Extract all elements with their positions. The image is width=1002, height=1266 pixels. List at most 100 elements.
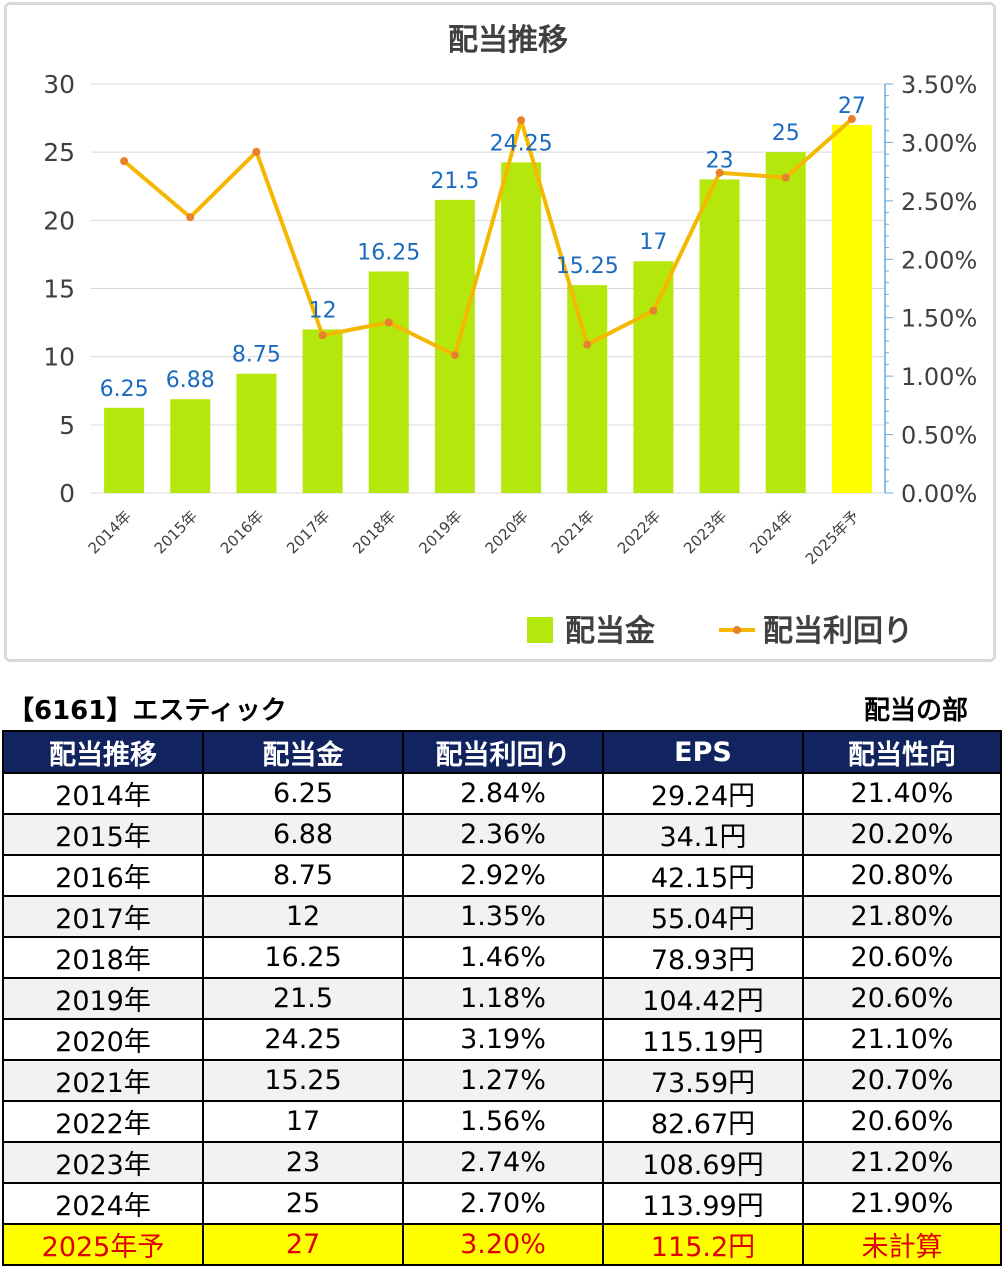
cell-payout: 20.60%	[802, 936, 1002, 979]
yield-marker	[318, 331, 327, 340]
cell-yield: 2.74%	[402, 1141, 604, 1184]
cell-eps: 115.2円	[602, 1223, 804, 1266]
cell-payout: 20.80%	[802, 854, 1002, 897]
table-row: 2021年 15.25 1.27% 73.59円 20.70%	[2, 1059, 1002, 1102]
bar-data-label: 27	[838, 94, 866, 119]
bar-data-label: 6.88	[166, 368, 215, 393]
yield-marker	[252, 147, 261, 156]
header-dividend: 配当金	[202, 730, 404, 774]
section-caption: 配当の部	[863, 696, 968, 726]
bar-data-label: 17	[639, 230, 667, 255]
cell-eps: 34.1円	[602, 813, 804, 856]
y2-tick-label: 1.00%	[901, 363, 977, 391]
cell-year: 2018年	[2, 936, 204, 979]
table-header-row: 配当推移 配当金 配当利回り EPS 配当性向	[2, 730, 1002, 774]
cell-eps: 78.93円	[602, 936, 804, 979]
bar	[236, 373, 277, 493]
table-body: 2014年 6.25 2.84% 29.24円 21.40% 2015年 6.88 2.36%…	[2, 772, 1002, 1266]
y-tick-label: 0	[59, 479, 75, 508]
table-row: 2020年 24.25 3.19% 115.19円 21.10%	[2, 1018, 1002, 1061]
x-tick-label: 2014年	[85, 507, 135, 557]
header-eps: EPS	[602, 730, 804, 774]
bar	[831, 124, 872, 494]
cell-eps: 113.99円	[602, 1182, 804, 1225]
table-row: 2022年 17 1.56% 82.67円 20.60%	[2, 1100, 1002, 1143]
yield-marker	[517, 116, 526, 125]
y-tick-label: 10	[43, 343, 75, 372]
cell-dividend: 23	[202, 1141, 404, 1184]
y-tick-label: 15	[43, 275, 75, 304]
x-tick-label: 2016年	[217, 507, 267, 557]
cell-dividend: 6.25	[202, 772, 404, 815]
cell-yield: 1.27%	[402, 1059, 604, 1102]
x-tick-label: 2018年	[349, 507, 399, 557]
company-caption: 【6161】エスティック	[8, 696, 287, 726]
cell-eps: 104.42円	[602, 977, 804, 1020]
cell-yield: 1.35%	[402, 895, 604, 938]
cell-year: 2016年	[2, 854, 204, 897]
yield-marker	[715, 168, 724, 177]
dividend-table: 配当推移 配当金 配当利回り EPS 配当性向 2014年 6.25 2.84% 29…	[2, 730, 1002, 1266]
y-tick-label: 25	[43, 138, 75, 167]
cell-yield: 2.84%	[402, 772, 604, 815]
x-tick-label: 2022年	[614, 507, 664, 557]
table-row: 2017年 12 1.35% 55.04円 21.80%	[2, 895, 1002, 938]
cell-dividend: 24.25	[202, 1018, 404, 1061]
legend-label-bar: 配当金	[565, 614, 656, 649]
x-tick-label: 2019年	[415, 507, 465, 557]
header-payout: 配当性向	[802, 730, 1002, 774]
y-tick-label: 30	[43, 70, 75, 99]
bar	[104, 407, 145, 493]
chart-title: 配当推移	[448, 23, 568, 58]
cell-yield: 2.36%	[402, 813, 604, 856]
cell-payout: 20.60%	[802, 977, 1002, 1020]
bar	[302, 329, 343, 493]
table-row: 2025年予 27 3.20% 115.2円 未計算	[2, 1223, 1002, 1266]
cell-dividend: 8.75	[202, 854, 404, 897]
x-tick-label: 2020年	[482, 507, 532, 557]
bar-data-label: 16.25	[357, 240, 420, 265]
table-row: 2015年 6.88 2.36% 34.1円 20.20%	[2, 813, 1002, 856]
x-tick-label: 2021年	[548, 507, 598, 557]
y-tick-label: 5	[59, 411, 75, 440]
cell-payout: 21.20%	[802, 1141, 1002, 1184]
bar	[765, 152, 806, 493]
yield-marker	[649, 306, 658, 315]
x-tick-label: 2023年	[680, 507, 730, 557]
cell-yield: 1.56%	[402, 1100, 604, 1143]
cell-yield: 1.46%	[402, 936, 604, 979]
table-row: 2024年 25 2.70% 113.99円 21.90%	[2, 1182, 1002, 1225]
header-year: 配当推移	[2, 730, 204, 774]
y2-tick-label: 3.50%	[901, 71, 977, 99]
cell-payout: 21.80%	[802, 895, 1002, 938]
x-tick-label: 2025年予	[802, 507, 863, 568]
cell-dividend: 6.88	[202, 813, 404, 856]
y2-tick-label: 0.50%	[901, 422, 977, 450]
bar-data-label: 6.25	[100, 377, 149, 402]
bar-data-label: 24.25	[490, 131, 553, 156]
y2-tick-label: 0.00%	[901, 480, 977, 508]
bar	[633, 261, 674, 493]
bar	[368, 271, 409, 493]
table-row: 2014年 6.25 2.84% 29.24円 21.40%	[2, 772, 1002, 815]
y2-tick-label: 3.00%	[901, 129, 977, 157]
cell-year: 2019年	[2, 977, 204, 1020]
cell-year: 2024年	[2, 1182, 204, 1225]
chart-frame: 配当推移 0 5 10 15 20 25 30 0.00% 0.50% 1.00% 1.50% 2.00…	[4, 2, 996, 662]
cell-year: 2021年	[2, 1059, 204, 1102]
yield-line	[122, 117, 854, 358]
cell-eps: 115.19円	[602, 1018, 804, 1061]
dividend-chart: 配当推移 0 5 10 15 20 25 30 0.00% 0.50% 1.00% 1.50% 2.00…	[43, 23, 977, 649]
legend-marker	[733, 626, 741, 634]
bar	[501, 162, 542, 493]
cell-eps: 108.69円	[602, 1141, 804, 1184]
y-tick-label: 20	[43, 206, 75, 235]
cell-payout: 21.10%	[802, 1018, 1002, 1061]
cell-yield: 3.20%	[402, 1223, 604, 1266]
cell-yield: 3.19%	[402, 1018, 604, 1061]
bar-data-label: 23	[706, 148, 734, 173]
bar	[567, 285, 608, 493]
bar-data-label: 8.75	[232, 343, 281, 368]
cell-dividend: 21.5	[202, 977, 404, 1020]
cell-dividend: 12	[202, 895, 404, 938]
